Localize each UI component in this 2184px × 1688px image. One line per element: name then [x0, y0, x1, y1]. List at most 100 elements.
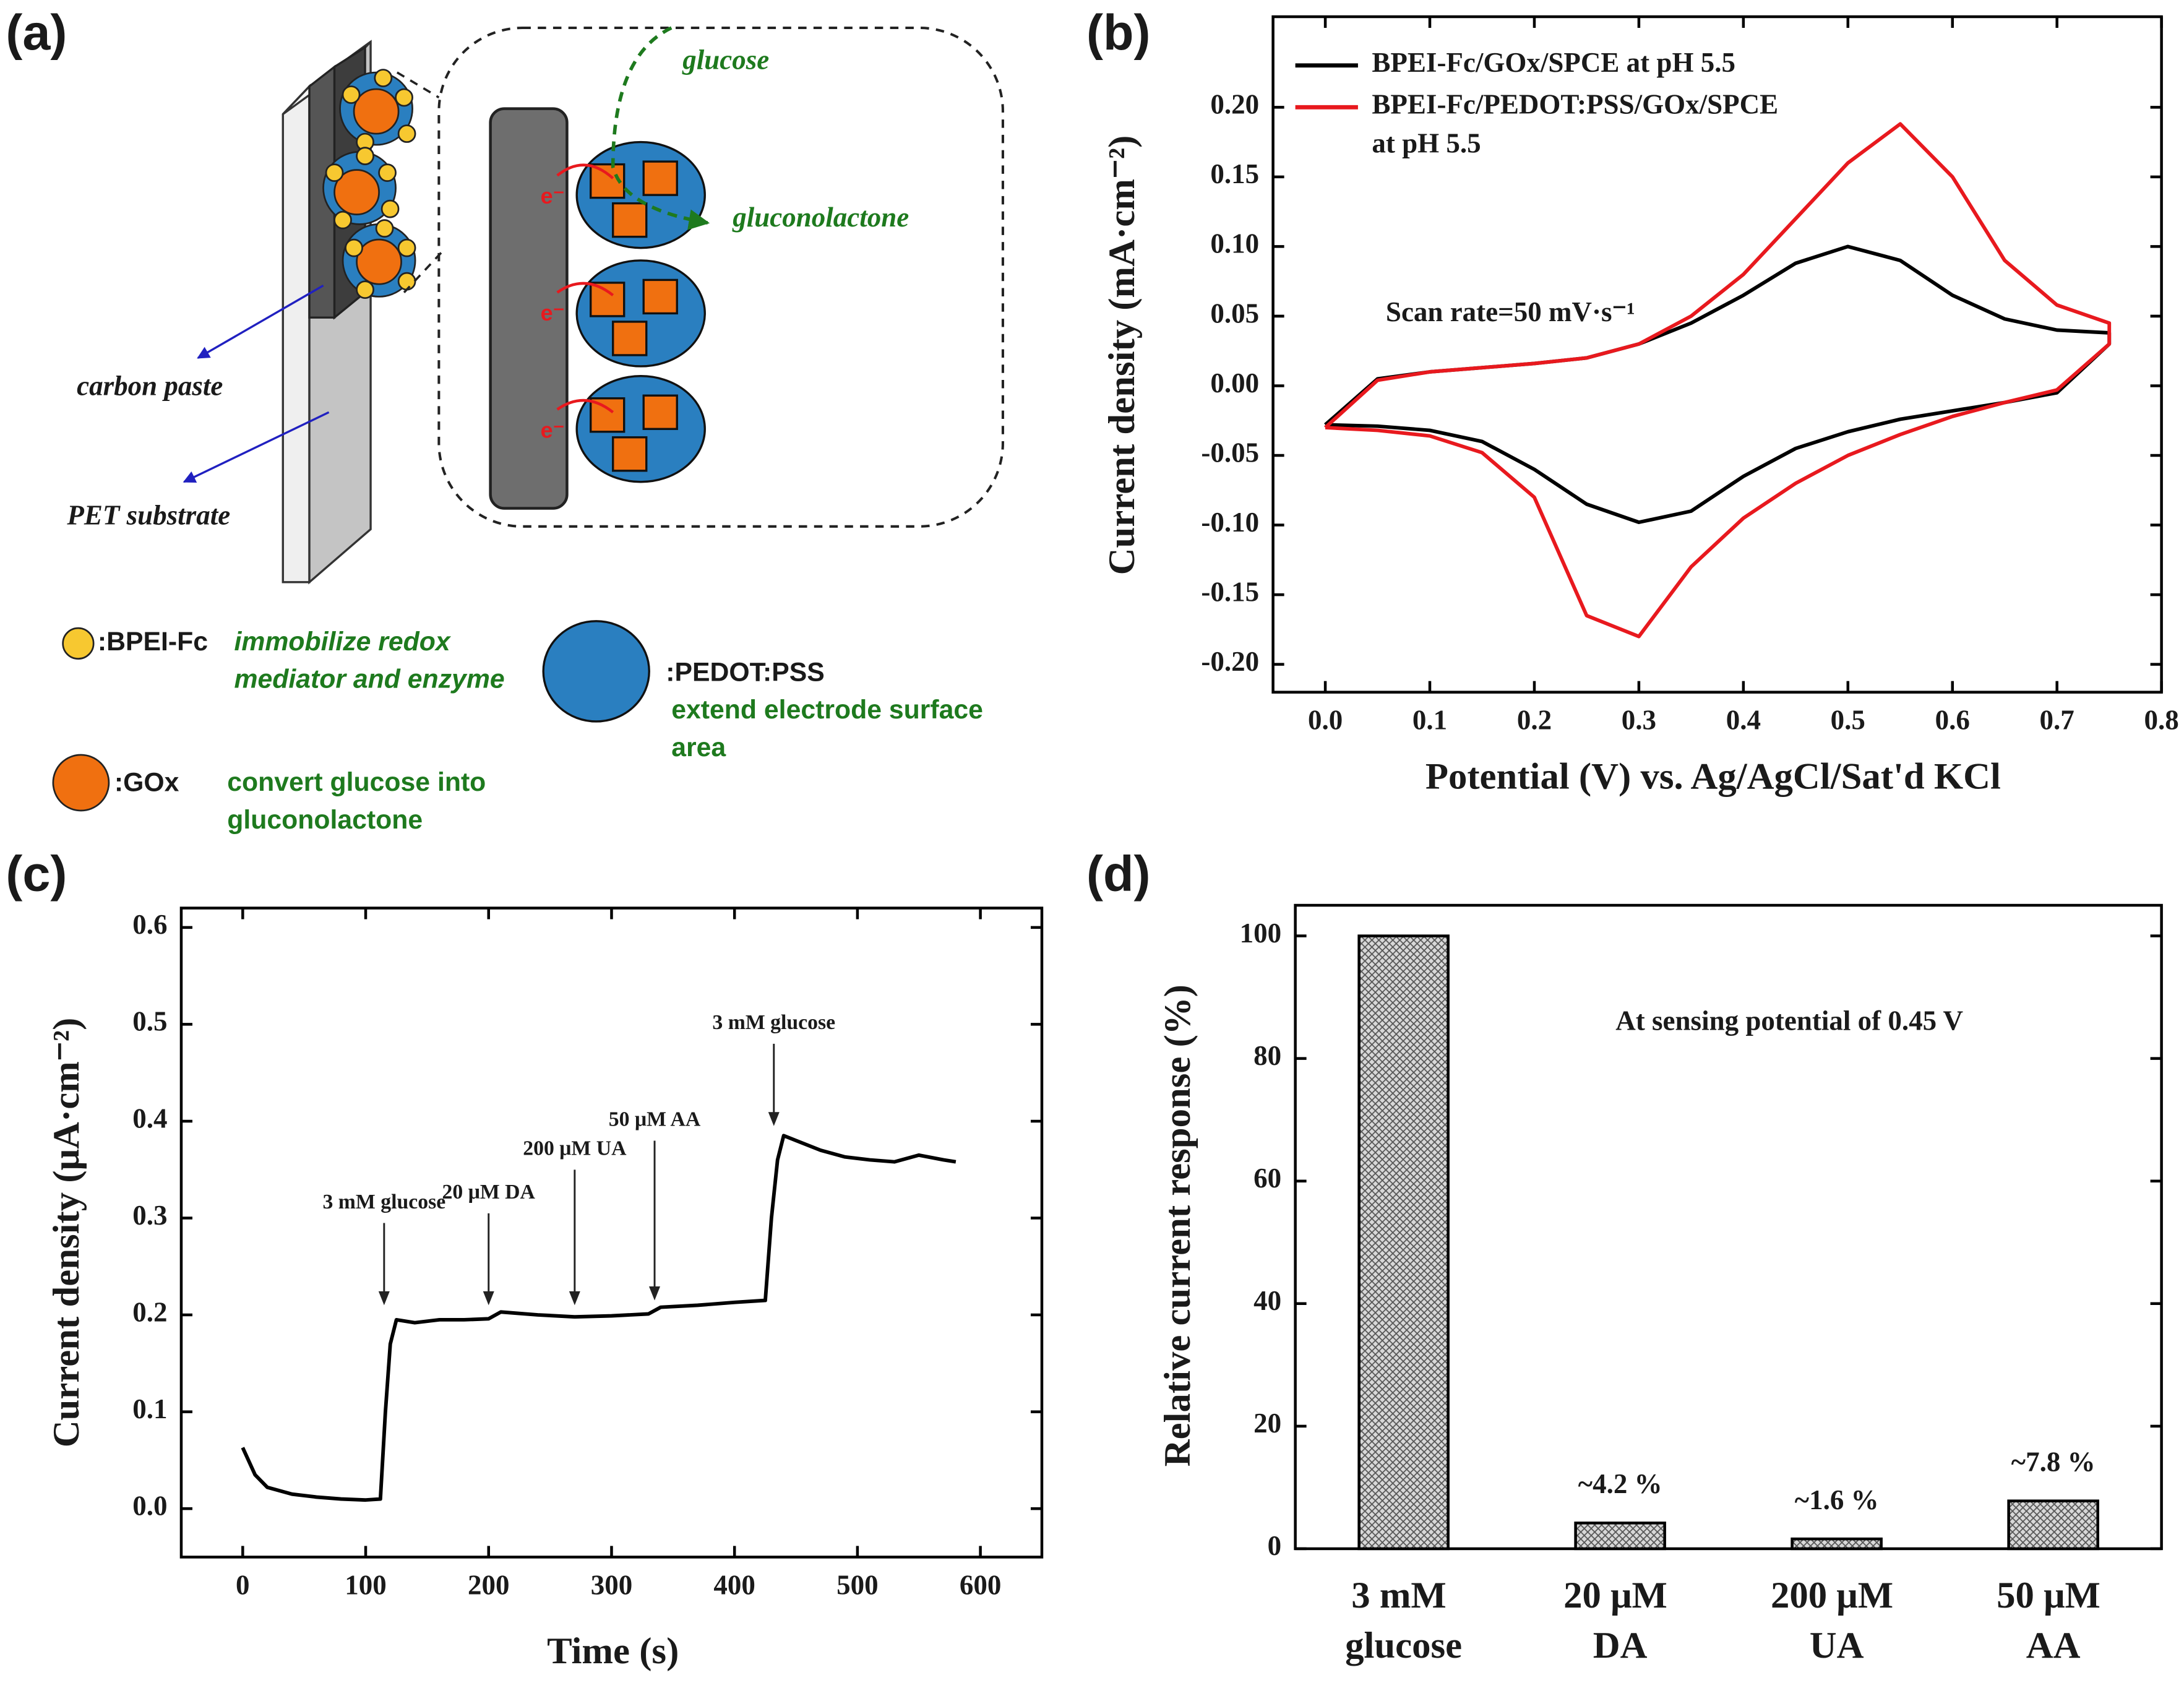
electron-label: e⁻ — [541, 417, 565, 442]
annotation-arrowhead — [768, 1112, 780, 1126]
y-tick-label: 100 — [1240, 918, 1282, 949]
legend-symbol — [52, 754, 110, 812]
panel-label: (a) — [6, 5, 67, 61]
legend-description: convert glucose into gluconolactone — [227, 768, 493, 835]
annotation-arrowhead — [649, 1286, 661, 1301]
y-tick-label: -0.15 — [1201, 576, 1259, 607]
y-tick-label: 60 — [1253, 1163, 1281, 1194]
legend-label: BPEI-Fc/PEDOT:PSS/GOx/SPCE at pH 5.5 — [1372, 89, 1785, 159]
plot-frame — [179, 906, 1044, 1559]
diagram: glucose gluconolactone carbon paste PET … — [52, 26, 1004, 835]
legend-symbol — [542, 620, 650, 723]
x-axis-label: Potential (V) vs. Ag/AgCl/Sat'd KCl — [1425, 756, 2001, 797]
x-tick-label: 0.2 — [1517, 705, 1552, 736]
x-tick-label: 0 — [236, 1569, 250, 1600]
y-tick-label: 0.2 — [132, 1296, 167, 1327]
y-tick-label: 0.00 — [1210, 368, 1259, 398]
y-axis-label: Relative current response (%) — [1157, 984, 1198, 1466]
y-tick-label: 0.6 — [132, 909, 167, 940]
y-tick-label: 0.05 — [1210, 298, 1259, 329]
electron-path — [556, 163, 614, 414]
pointer-arrow — [197, 284, 324, 359]
pet-substrate — [282, 84, 311, 583]
legend-label: BPEI-Fc/GOx/SPCE at pH 5.5 — [1372, 47, 1735, 78]
x-tick-label: 0.5 — [1831, 705, 1865, 736]
annotation: 20 μM DA — [442, 1181, 536, 1204]
x-tick-label: 200 — [468, 1569, 510, 1600]
y-tick-label: 0.5 — [132, 1006, 167, 1037]
x-tick-label: 200 μM UA — [1771, 1575, 1902, 1666]
y-tick-label: 0.1 — [132, 1393, 167, 1424]
y-tick-label: 0 — [1268, 1530, 1282, 1561]
annotation: 200 μM UA — [523, 1137, 627, 1160]
x-tick-label: 300 — [591, 1569, 633, 1600]
legend-text: :GOx — [114, 768, 179, 798]
zoom-box — [437, 26, 1004, 528]
bar — [1357, 934, 1450, 1551]
reaction-arrow — [611, 26, 710, 230]
data-line — [1324, 244, 2112, 524]
zoom-line — [396, 71, 444, 293]
annotation: At sensing potential of 0.45 V — [1615, 1005, 1963, 1036]
y-tick-label: 0.3 — [132, 1200, 167, 1231]
y-tick-label: 0.10 — [1210, 228, 1259, 259]
annotation: 50 μM AA — [609, 1108, 701, 1131]
x-tick-label: 600 — [960, 1569, 1002, 1600]
y-tick-label: -0.20 — [1201, 646, 1259, 677]
x-tick-label: 500 — [836, 1569, 879, 1600]
y-axis-label: Current density (μA·cm⁻²) — [46, 1018, 87, 1448]
panel-label: (b) — [1086, 5, 1150, 61]
x-tick-label: 0.4 — [1726, 705, 1761, 736]
y-tick-label: 0.0 — [132, 1490, 167, 1521]
y-tick-label: 0.15 — [1210, 158, 1259, 189]
y-tick-label: 20 — [1253, 1408, 1281, 1439]
y-tick-label: -0.05 — [1201, 437, 1259, 468]
bar — [2007, 1499, 2099, 1551]
annotation-arrowhead — [483, 1291, 494, 1306]
label: carbon paste — [77, 370, 223, 401]
data-label: ~4.2 % — [1578, 1468, 1662, 1499]
annotation: 3 mM glucose — [322, 1191, 445, 1213]
x-tick-label: 0.1 — [1412, 705, 1447, 736]
plot-frame — [1271, 15, 2163, 694]
label: glucose — [682, 45, 769, 75]
label: gluconolactone — [732, 202, 909, 233]
legend-symbol — [62, 627, 95, 660]
x-tick-label: 0.6 — [1935, 705, 1970, 736]
panel-label: (c) — [6, 846, 67, 902]
x-tick-label: 3 mM glucose — [1345, 1575, 1462, 1666]
panel-label: (d) — [1086, 846, 1150, 902]
electron-label: e⁻ — [541, 183, 565, 209]
label: PET substrate — [66, 500, 230, 531]
y-tick-label: 0.4 — [132, 1103, 167, 1134]
y-tick-label: 0.20 — [1210, 89, 1259, 120]
pointer-arrow — [183, 411, 330, 483]
y-tick-label: 80 — [1253, 1040, 1281, 1071]
legend-description: extend electrode surface area — [671, 695, 991, 762]
x-tick-label: 100 — [345, 1569, 387, 1600]
data-line — [1324, 122, 2112, 639]
legend-text: :PEDOT:PSS — [666, 658, 825, 687]
electrode — [489, 107, 569, 510]
y-tick-label: -0.10 — [1201, 507, 1259, 538]
y-tick-label: 40 — [1253, 1285, 1281, 1316]
x-axis-label: Time (s) — [547, 1630, 679, 1672]
x-tick-label: 20 μM DA — [1563, 1575, 1677, 1666]
enzyme-cluster — [322, 69, 416, 299]
bar — [1574, 1522, 1666, 1551]
data-label: ~1.6 % — [1795, 1484, 1879, 1515]
electron-label: e⁻ — [541, 300, 565, 325]
x-tick-label: 0.0 — [1308, 705, 1343, 736]
plot-frame — [1294, 903, 2163, 1551]
x-tick-label: 0.7 — [2040, 705, 2074, 736]
x-tick-label: 50 μM AA — [1997, 1575, 2110, 1666]
x-tick-label: 400 — [713, 1569, 755, 1600]
annotation-arrowhead — [569, 1291, 580, 1306]
annotation: 3 mM glucose — [712, 1011, 835, 1034]
x-tick-label: 0.8 — [2144, 705, 2179, 736]
annotation: Scan rate=50 mV·s⁻¹ — [1386, 296, 1635, 327]
data-line — [241, 1134, 957, 1502]
x-tick-label: 0.3 — [1622, 705, 1656, 736]
legend-description: immobilize redox mediator and enzyme — [234, 627, 504, 694]
